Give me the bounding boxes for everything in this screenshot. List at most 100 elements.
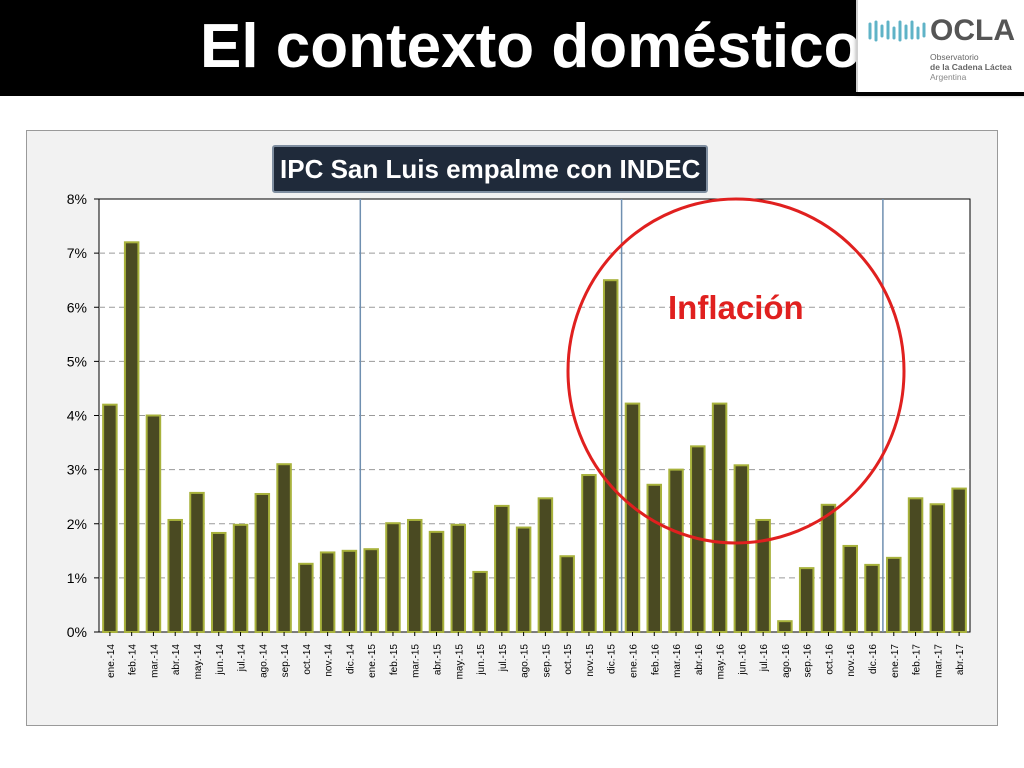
x-tick-label: oct.-14 — [302, 644, 313, 675]
bar — [581, 474, 597, 633]
bar — [428, 530, 445, 634]
bar — [450, 523, 467, 634]
x-tick-label: abr.-17 — [955, 644, 966, 676]
x-tick-label: may.-14 — [193, 644, 204, 680]
x-tick-label: nov.-16 — [846, 644, 857, 677]
x-tick-label: sep.-14 — [280, 644, 291, 678]
y-tick-label: 5% — [67, 353, 87, 369]
bar — [189, 491, 205, 633]
ocla-logo: OCLA Observatorio de la Cadena Láctea Ar… — [856, 0, 1024, 92]
bar — [406, 518, 423, 633]
bar — [646, 483, 663, 633]
x-tick-label: feb.-14 — [128, 644, 139, 676]
bar — [929, 503, 946, 634]
x-tick-label: sep.-16 — [803, 644, 814, 678]
slide-title: El contexto doméstico — [200, 12, 862, 81]
bar — [123, 241, 140, 634]
y-tick-label: 3% — [67, 462, 87, 478]
x-tick-label: may.-15 — [454, 644, 465, 680]
bar — [951, 487, 967, 633]
bar — [733, 464, 750, 634]
x-tick-label: sep.-15 — [541, 644, 552, 678]
y-tick-label: 4% — [67, 408, 87, 424]
x-tick-label: dic.-14 — [345, 644, 356, 674]
x-tick-label: ago.-14 — [258, 644, 269, 678]
x-tick-label: ago.-16 — [781, 644, 792, 678]
x-tick-label: ene.-16 — [628, 644, 639, 678]
x-tick-label: ene.-14 — [106, 644, 117, 678]
bar — [798, 567, 815, 634]
x-tick-label: abr.-15 — [433, 644, 444, 676]
y-tick-label: 8% — [67, 191, 87, 207]
x-tick-label: oct.-16 — [824, 644, 835, 675]
x-tick-label: feb.-15 — [389, 644, 400, 676]
y-tick-label: 2% — [67, 516, 87, 532]
bar — [820, 503, 837, 633]
y-tick-label: 0% — [67, 624, 87, 640]
x-tick-label: oct.-15 — [563, 644, 574, 675]
y-tick-label: 1% — [67, 570, 87, 586]
logo-line-3: Argentina — [930, 72, 967, 82]
y-tick-label: 7% — [67, 245, 87, 261]
x-tick-label: ago.-15 — [520, 644, 531, 678]
x-tick-label: jun.-16 — [737, 644, 748, 676]
x-tick-label: ene.-15 — [367, 644, 378, 678]
bar — [494, 504, 510, 634]
bar — [385, 522, 401, 633]
x-tick-label: jul.-16 — [759, 644, 770, 673]
x-tick-label: jun.-14 — [215, 644, 226, 676]
inflation-annotation: Inflación — [668, 289, 804, 326]
x-tick-label: ene.-17 — [890, 644, 901, 678]
bar — [624, 402, 641, 633]
x-tick-label: nov.-14 — [324, 644, 335, 677]
bar — [472, 570, 488, 634]
bar — [777, 620, 793, 633]
bar — [602, 279, 619, 633]
chart-title: IPC San Luis empalme con INDEC — [272, 145, 709, 193]
x-tick-label: mar.-16 — [672, 644, 683, 678]
x-tick-label: nov.-15 — [585, 644, 596, 677]
x-tick-label: mar.-14 — [149, 644, 160, 678]
y-tick-label: 6% — [67, 299, 87, 315]
x-tick-label: abr.-16 — [694, 644, 705, 676]
bar — [254, 492, 271, 634]
bar — [167, 518, 183, 633]
bar — [319, 551, 336, 634]
ocla-waves-icon — [868, 20, 926, 42]
x-tick-label: feb.-17 — [912, 644, 923, 676]
bar — [341, 549, 358, 633]
annotation-circle — [566, 197, 906, 545]
bar — [232, 523, 249, 634]
x-tick-label: abr.-14 — [171, 644, 182, 676]
bar — [755, 518, 771, 633]
bar — [211, 531, 227, 633]
x-tick-label: jun.-15 — [476, 644, 487, 676]
x-tick-label: mar.-17 — [933, 644, 944, 678]
slide-header: El contexto doméstico — [0, 0, 1024, 96]
logo-name: OCLA — [930, 14, 1015, 47]
bar — [907, 497, 924, 633]
bar — [842, 544, 858, 633]
bar — [145, 414, 162, 633]
logo-line-2: de la Cadena Láctea — [930, 62, 1012, 72]
bar — [559, 555, 575, 633]
x-tick-label: dic.-16 — [868, 644, 879, 674]
x-tick-label: feb.-16 — [650, 644, 661, 676]
x-tick-label: mar.-15 — [411, 644, 422, 678]
bar — [886, 556, 902, 634]
bar — [711, 402, 728, 633]
x-tick-label: jul.-15 — [498, 644, 509, 673]
bar — [298, 562, 314, 633]
bar — [537, 497, 554, 633]
bar — [515, 526, 532, 634]
bar — [102, 403, 118, 633]
x-tick-label: jul.-14 — [237, 644, 248, 673]
logo-line-1: Observatorio — [930, 52, 979, 62]
bar — [363, 548, 379, 633]
bar — [668, 468, 684, 633]
x-tick-label: may.-16 — [716, 644, 727, 680]
x-tick-label: dic.-15 — [607, 644, 618, 674]
bar — [864, 563, 880, 634]
bar — [276, 463, 292, 633]
